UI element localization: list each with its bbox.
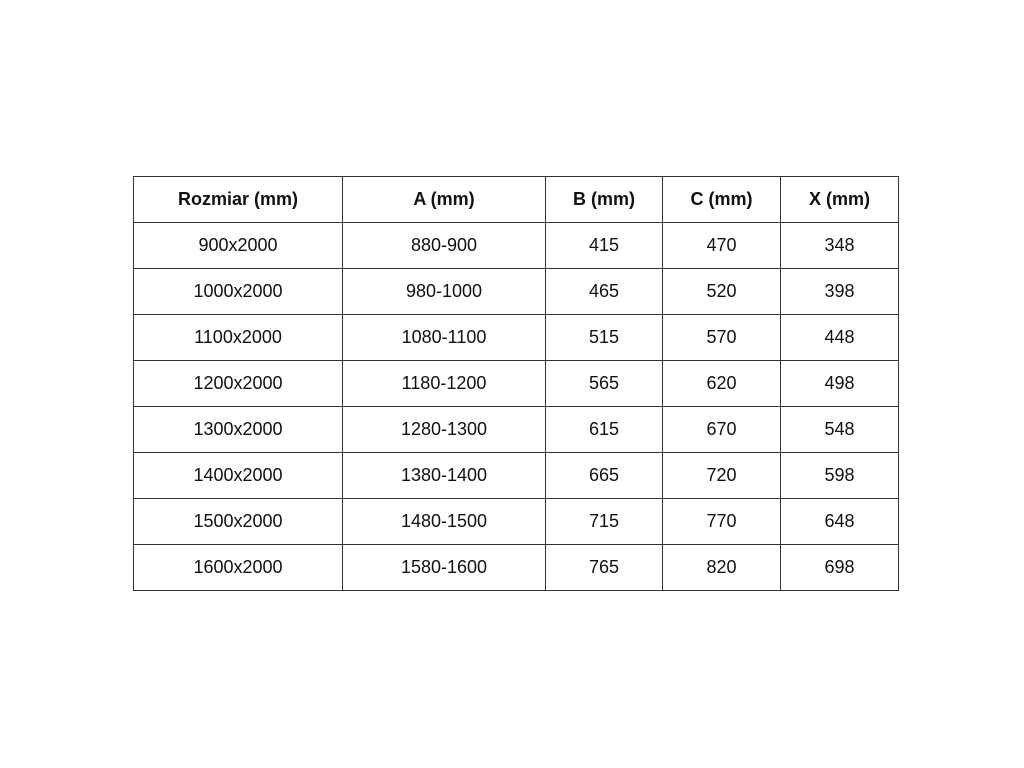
table-cell: 470	[662, 222, 781, 269]
table-cell: 615	[545, 406, 663, 453]
table-row: 1200x2000 1180-1200 565 620 498	[133, 360, 899, 407]
table-cell: 1200x2000	[133, 360, 343, 407]
table-cell: 1300x2000	[133, 406, 343, 453]
table-cell: 498	[780, 360, 899, 407]
table-row: 1600x2000 1580-1600 765 820 698	[133, 544, 899, 591]
table-cell: 1080-1100	[342, 314, 546, 361]
column-header: B (mm)	[545, 176, 663, 223]
table-cell: 1600x2000	[133, 544, 343, 591]
table-cell: 465	[545, 268, 663, 315]
table-cell: 720	[662, 452, 781, 499]
table-cell: 648	[780, 498, 899, 545]
table-cell: 620	[662, 360, 781, 407]
table-cell: 570	[662, 314, 781, 361]
column-header: Rozmiar (mm)	[133, 176, 343, 223]
table-cell: 765	[545, 544, 663, 591]
table-cell: 448	[780, 314, 899, 361]
table-cell: 398	[780, 268, 899, 315]
table-cell: 1500x2000	[133, 498, 343, 545]
table-cell: 520	[662, 268, 781, 315]
table-cell: 1400x2000	[133, 452, 343, 499]
table-cell: 698	[780, 544, 899, 591]
table-cell: 565	[545, 360, 663, 407]
table-cell: 715	[545, 498, 663, 545]
table-cell: 880-900	[342, 222, 546, 269]
table-cell: 415	[545, 222, 663, 269]
table-cell: 1000x2000	[133, 268, 343, 315]
table-cell: 770	[662, 498, 781, 545]
table-row: 1100x2000 1080-1100 515 570 448	[133, 314, 899, 361]
table-cell: 1180-1200	[342, 360, 546, 407]
table-row: 1000x2000 980-1000 465 520 398	[133, 268, 899, 315]
column-header: X (mm)	[780, 176, 899, 223]
table-cell: 598	[780, 452, 899, 499]
table-cell: 348	[780, 222, 899, 269]
table-row: 1300x2000 1280-1300 615 670 548	[133, 406, 899, 453]
table-cell: 548	[780, 406, 899, 453]
header-row: Rozmiar (mm) A (mm) B (mm) C (mm) X (mm)	[133, 176, 899, 223]
table-cell: 1280-1300	[342, 406, 546, 453]
table-row: 1500x2000 1480-1500 715 770 648	[133, 498, 899, 545]
table-row: 1400x2000 1380-1400 665 720 598	[133, 452, 899, 499]
table-cell: 515	[545, 314, 663, 361]
table-cell: 665	[545, 452, 663, 499]
column-header: A (mm)	[342, 176, 546, 223]
table-cell: 820	[662, 544, 781, 591]
size-table: Rozmiar (mm) A (mm) B (mm) C (mm) X (mm) 900…	[133, 176, 899, 591]
table-cell: 900x2000	[133, 222, 343, 269]
table-cell: 1380-1400	[342, 452, 546, 499]
table-cell: 980-1000	[342, 268, 546, 315]
table-cell: 670	[662, 406, 781, 453]
table-cell: 1480-1500	[342, 498, 546, 545]
table-cell: 1580-1600	[342, 544, 546, 591]
table-row: 900x2000 880-900 415 470 348	[133, 222, 899, 269]
column-header: C (mm)	[662, 176, 781, 223]
table-cell: 1100x2000	[133, 314, 343, 361]
